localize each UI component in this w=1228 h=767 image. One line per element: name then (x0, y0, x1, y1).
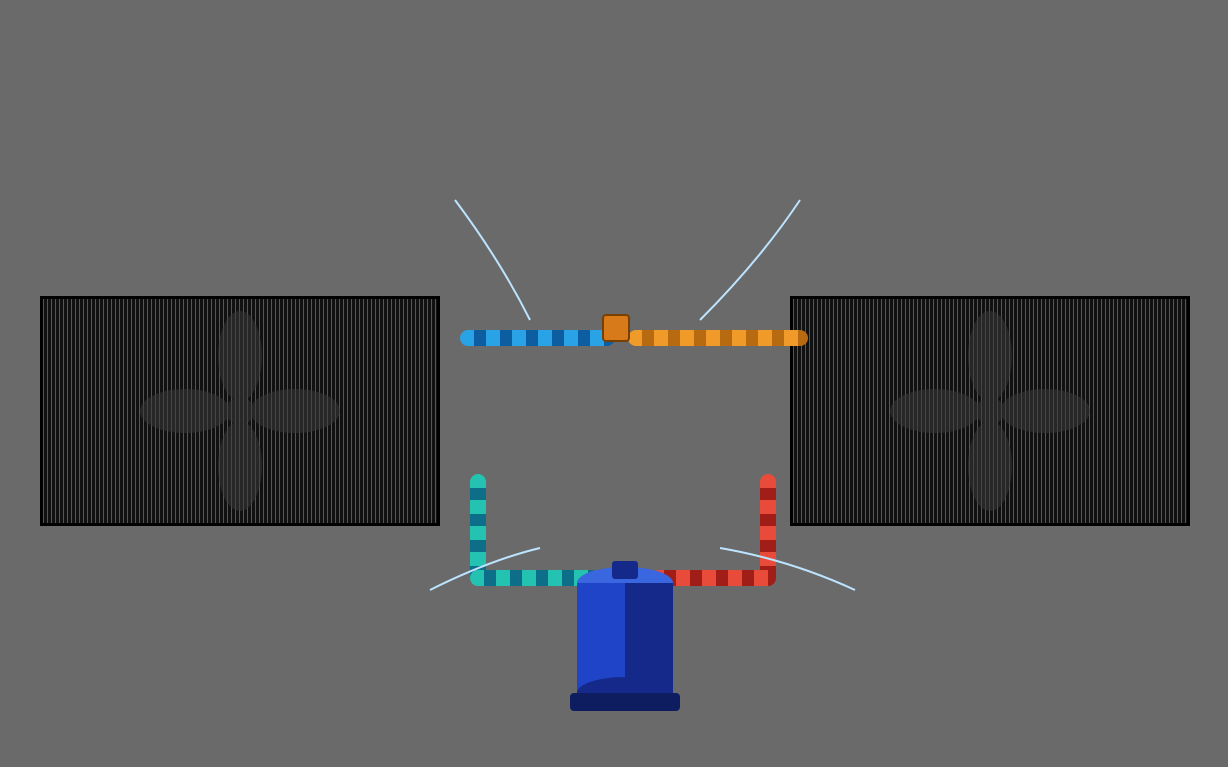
fan-icon (140, 311, 340, 511)
evaporator-coil (40, 296, 440, 526)
pipe-cond-exit-v (760, 474, 776, 584)
expansion-valve-icon (602, 314, 630, 342)
pipe-evap-exit-v (470, 474, 486, 584)
condenser-coil (790, 296, 1190, 526)
pipe-top-link-left (460, 330, 615, 346)
pipe-top-link-right (628, 330, 808, 346)
fan-icon (890, 311, 1090, 511)
compressor-icon (570, 555, 680, 715)
